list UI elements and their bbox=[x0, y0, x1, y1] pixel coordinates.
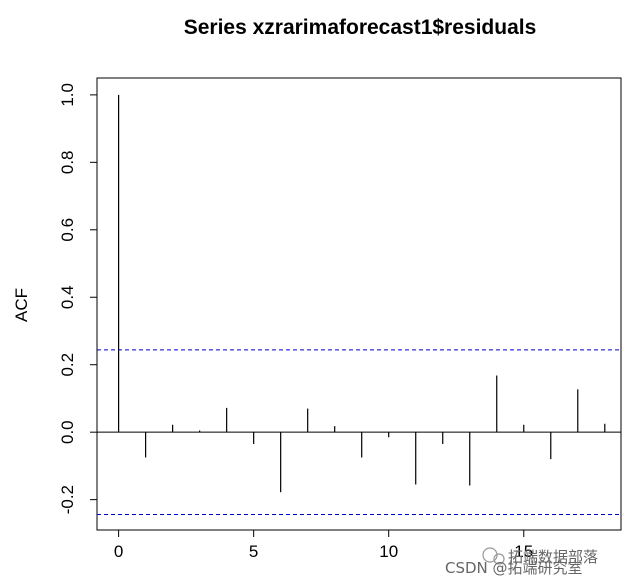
y-tick-label: 0.0 bbox=[58, 420, 77, 444]
y-axis-label: ACF bbox=[12, 288, 31, 322]
y-axis: -0.2 0.0 0.2 0.4 0.6 0.8 1.0 bbox=[58, 83, 98, 514]
y-tick-label: -0.2 bbox=[58, 485, 77, 514]
watermark-line2: CSDN @拓端研究室 bbox=[445, 559, 583, 577]
watermark: 拓端数据部落 CSDN @拓端研究室 bbox=[445, 547, 598, 577]
confidence-bounds-group bbox=[97, 349, 621, 515]
y-tick-label: 0.8 bbox=[58, 151, 77, 175]
y-tick-label: 0.2 bbox=[58, 353, 77, 377]
y-tick-label: 0.4 bbox=[58, 285, 77, 309]
watermark-line1: 拓端数据部落 bbox=[508, 548, 598, 566]
x-tick-label: 10 bbox=[379, 542, 398, 561]
wechat-icon-small bbox=[493, 553, 505, 565]
x-tick-label: 15 bbox=[514, 542, 533, 561]
plot-frame bbox=[96, 77, 622, 531]
x-tick-label: 5 bbox=[249, 542, 258, 561]
chart-title: Series xzrarimaforecast1$residuals bbox=[184, 16, 537, 39]
acf-bars-group bbox=[118, 94, 606, 493]
y-tick-label: 0.6 bbox=[58, 218, 77, 242]
y-tick-label: 1.0 bbox=[58, 83, 77, 107]
x-tick-label: 0 bbox=[114, 542, 123, 561]
x-axis: 0 5 10 15 bbox=[114, 529, 533, 561]
